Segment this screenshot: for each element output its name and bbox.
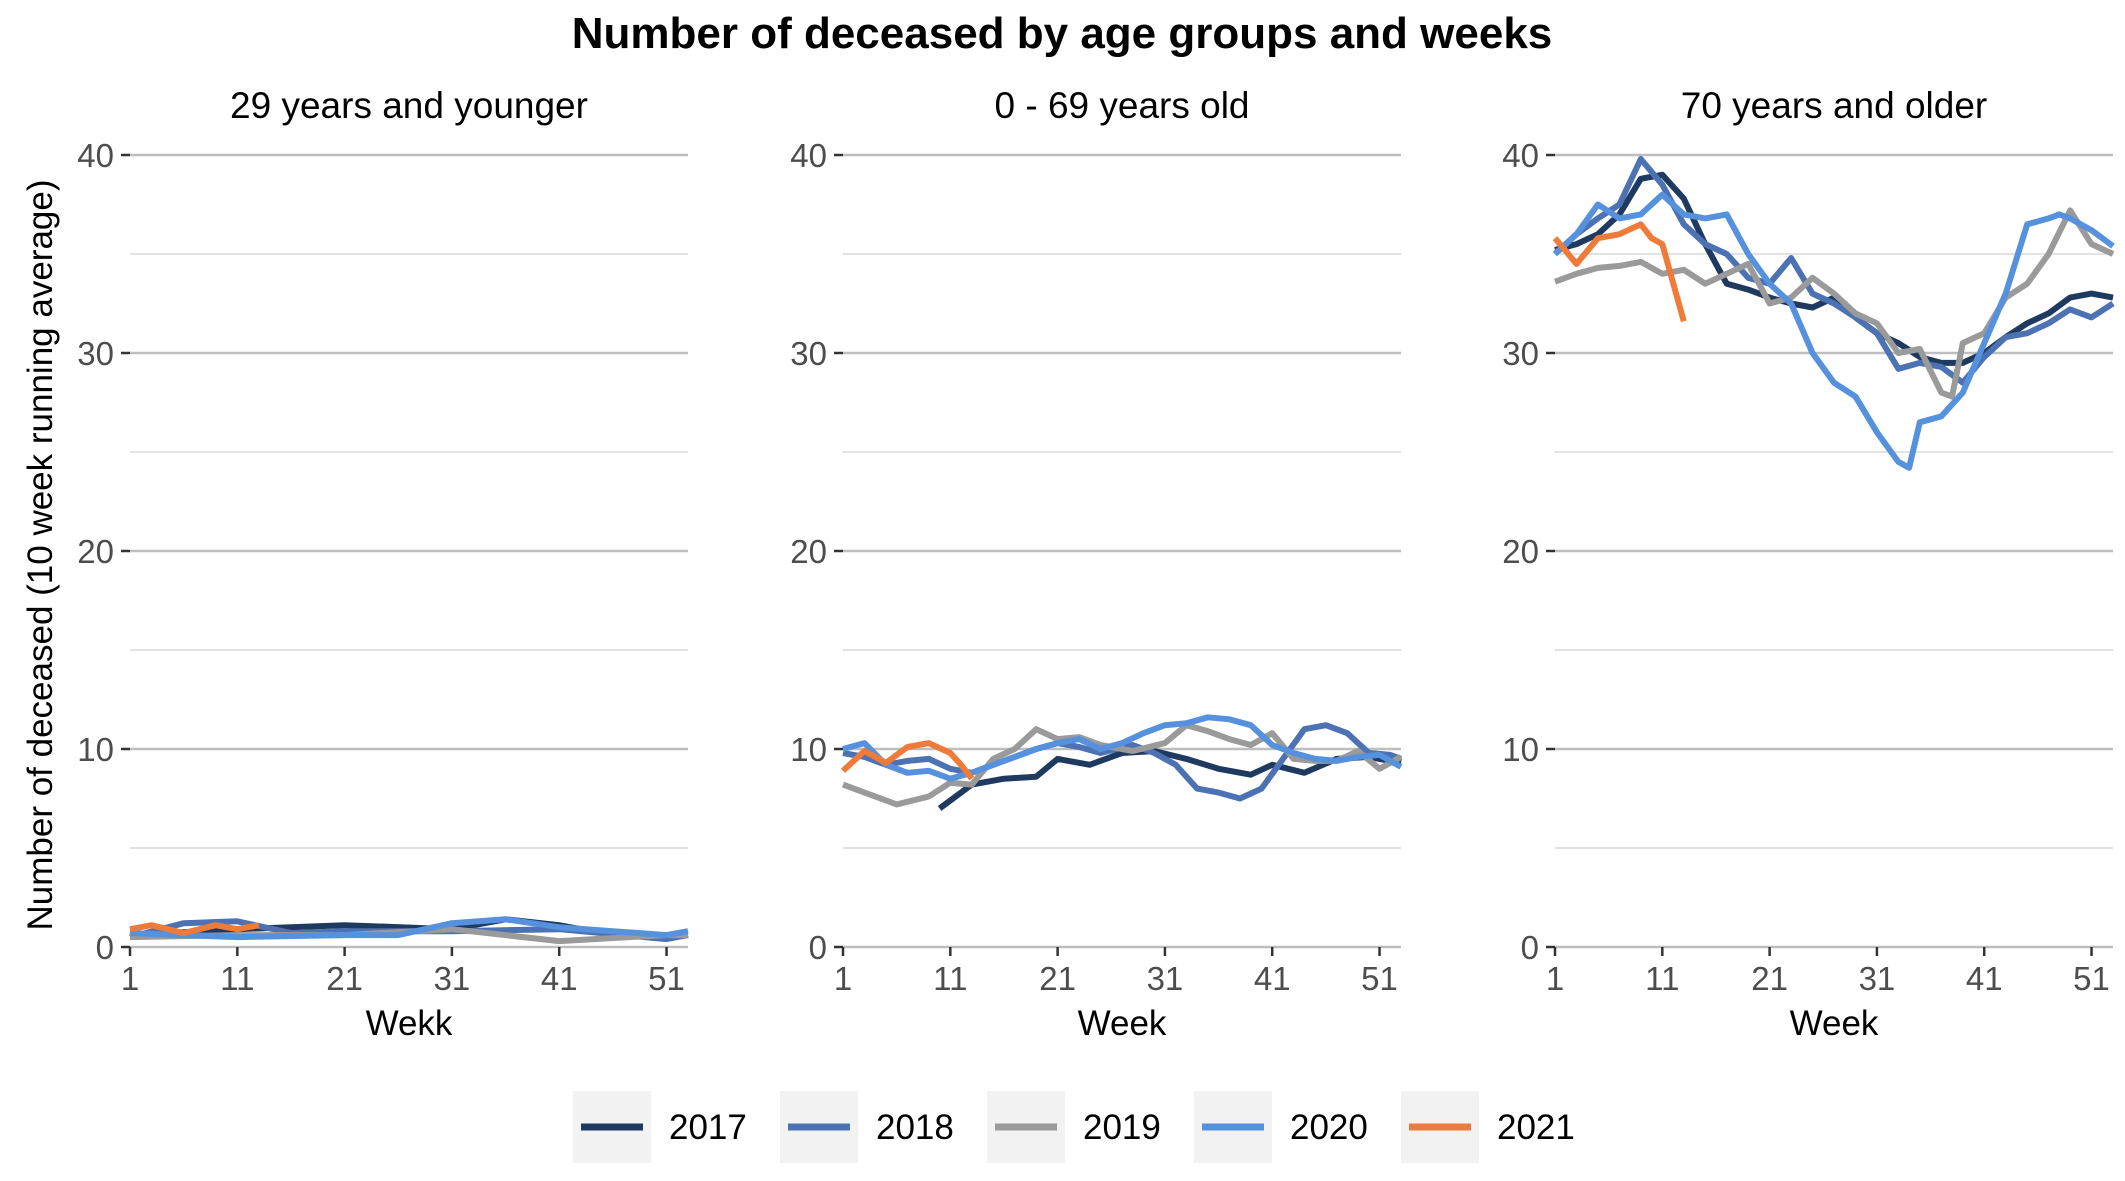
x-tick-label: 1: [121, 960, 139, 997]
x-tick-label: 21: [1039, 960, 1076, 997]
series-line-2020: [842, 714, 1403, 782]
x-tick-label: 1: [1546, 960, 1564, 997]
legend-item-2018: 2018: [780, 1091, 954, 1163]
y-tick-label: 30: [77, 335, 114, 372]
chart-title: Number of deceased by age groups and wee…: [572, 9, 1553, 58]
y-tick-label: 0: [809, 929, 827, 966]
legend-label: 2021: [1497, 1108, 1575, 1147]
y-tick-label: 10: [790, 731, 827, 768]
x-tick-label: 41: [541, 960, 578, 997]
x-axis-label: Wekk: [366, 1004, 453, 1043]
x-axis-label: Week: [1078, 1004, 1167, 1043]
legend: 2017 2018 2019 2020 2021: [573, 1091, 1575, 1163]
panel-title: 0 - 69 years old: [994, 85, 1249, 126]
series-line-2020: [129, 916, 689, 941]
x-tick-label: 11: [933, 960, 967, 997]
y-tick-label: 0: [1521, 929, 1539, 966]
series-line-2021: [129, 922, 260, 937]
legend-item-2020: 2020: [1194, 1091, 1368, 1163]
series-line-2018: [1552, 156, 2115, 386]
x-tick-label: 31: [434, 960, 471, 997]
x-tick-label: 21: [1751, 960, 1788, 997]
y-tick-label: 40: [790, 137, 827, 174]
panel-title: 70 years and older: [1681, 85, 1987, 126]
y-axis-label: Number of deceased (10 week running aver…: [21, 180, 60, 931]
x-tick-label: 21: [326, 960, 363, 997]
x-tick-label: 51: [648, 960, 685, 997]
series-line-2020: [1552, 191, 2115, 471]
series-line-2019: [1553, 207, 2115, 400]
y-tick-label: 30: [790, 335, 827, 372]
legend-label: 2017: [669, 1108, 747, 1147]
x-tick-label: 51: [2073, 960, 2110, 997]
series-line-2021: [840, 740, 975, 781]
y-tick-label: 0: [96, 929, 114, 966]
x-axis-label: Week: [1790, 1004, 1879, 1043]
x-tick-label: 11: [220, 960, 254, 997]
legend-label: 2018: [876, 1108, 954, 1147]
panel-title: 29 years and younger: [230, 85, 588, 126]
x-tick-label: 41: [1966, 960, 2003, 997]
x-tick-label: 11: [1645, 960, 1679, 997]
x-tick-label: 41: [1254, 960, 1291, 997]
y-tick-label: 40: [1502, 137, 1539, 174]
series-line-2017: [937, 748, 1402, 811]
y-tick-label: 10: [77, 731, 114, 768]
y-tick-label: 40: [77, 137, 114, 174]
legend-item-2021: 2021: [1401, 1091, 1575, 1163]
x-tick-label: 51: [1361, 960, 1398, 997]
x-tick-label: 31: [1859, 960, 1896, 997]
series-line-2018: [842, 722, 1403, 802]
y-tick-label: 20: [77, 533, 114, 570]
legend-label: 2020: [1290, 1108, 1368, 1147]
y-tick-label: 10: [1502, 731, 1539, 768]
x-tick-label: 31: [1147, 960, 1184, 997]
legend-item-2019: 2019: [987, 1091, 1161, 1163]
x-tick-label: 1: [834, 960, 852, 997]
series-line-2021: [1552, 221, 1687, 323]
legend-item-2017: 2017: [573, 1091, 747, 1163]
y-tick-label: 30: [1502, 335, 1539, 372]
legend-label: 2019: [1083, 1108, 1161, 1147]
y-tick-label: 20: [1502, 533, 1539, 570]
y-tick-label: 20: [790, 533, 827, 570]
